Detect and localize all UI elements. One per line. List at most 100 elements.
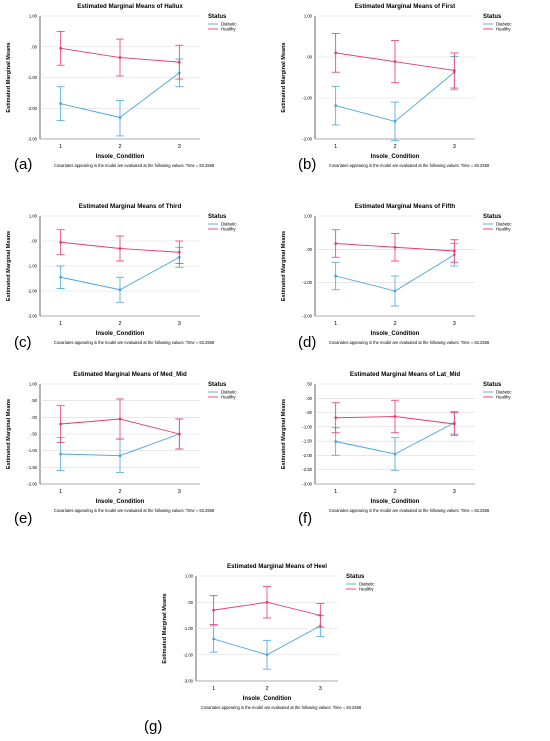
data-point — [393, 289, 397, 293]
data-point — [452, 69, 456, 72]
chart-svg: Estimated Marginal Means of First 1.00 .00… — [281, 3, 512, 168]
x-axis-label: Insole_Condition — [243, 696, 292, 702]
legend-title: Status — [208, 214, 227, 220]
legend-item: Diabetic — [496, 222, 512, 227]
y-tick-label: -2.50 — [302, 467, 312, 472]
data-point — [334, 242, 338, 245]
data-point — [318, 613, 322, 617]
y-tick-label: .00 — [306, 247, 312, 252]
chart-title: Estimated Marginal Means of Heel — [227, 563, 327, 570]
x-tick-label: 3 — [178, 489, 181, 495]
y-tick-label: .00 — [31, 239, 37, 244]
x-tick-label: 3 — [178, 321, 181, 327]
y-tick-label: -1.00 — [27, 264, 37, 269]
covariate-note: Covariates appearing in the model are ev… — [54, 163, 215, 168]
x-tick-label: 3 — [453, 489, 456, 495]
y-tick-label: .00 — [306, 55, 312, 60]
data-point — [212, 608, 216, 612]
panel-label: (e) — [14, 510, 33, 527]
data-point — [393, 60, 397, 64]
legend-item: Diabetic — [221, 22, 237, 27]
y-tick-label: -3.00 — [27, 314, 37, 319]
y-tick-label: -2.00 — [302, 453, 312, 458]
y-tick-label: 1.00 — [29, 214, 38, 219]
chart-title: Estimated Marginal Means of Hallux — [77, 3, 183, 10]
data-point — [59, 46, 63, 50]
data-point — [334, 274, 338, 278]
data-point — [393, 452, 397, 456]
legend-item: Diabetic — [496, 390, 512, 395]
y-tick-label: -1.00 — [302, 96, 312, 101]
data-point — [334, 104, 338, 108]
chart-svg: Estimated Marginal Means of Third 1.00 .00… — [6, 203, 237, 345]
chart-title: Estimated Marginal Means of First — [355, 3, 455, 10]
x-tick-label: 1 — [334, 489, 337, 495]
legend-item: Healthy — [221, 27, 236, 32]
covariate-note: Covariates appearing in the model are ev… — [329, 163, 490, 168]
legend-item: Diabetic — [496, 22, 512, 27]
legend-title: Status — [483, 382, 502, 388]
legend-title: Status — [208, 14, 227, 20]
y-tick-label: -2.00 — [27, 106, 37, 111]
y-tick-label: .00 — [306, 396, 312, 401]
y-tick-label: -1.00 — [183, 626, 193, 631]
chart-svg: Estimated Marginal Means of Lat_Mid .50 .0… — [281, 371, 512, 513]
legend-item: Healthy — [359, 587, 374, 592]
y-tick-label: 1.00 — [29, 14, 38, 19]
panel-label: (f) — [298, 510, 313, 527]
legend-title: Status — [483, 214, 502, 220]
legend-item: Diabetic — [221, 390, 237, 395]
data-point — [452, 249, 456, 253]
y-tick-label: .00 — [187, 600, 193, 605]
x-tick-label: 1 — [59, 144, 62, 150]
chart-title: Estimated Marginal Means of Fifth — [355, 203, 456, 210]
y-tick-label: -1.50 — [302, 439, 312, 444]
y-axis-label: Estimated Marginal Means — [6, 399, 12, 469]
y-tick-label: -2.00 — [183, 652, 193, 657]
panel-label: (g) — [144, 718, 163, 735]
data-point — [334, 51, 338, 55]
x-tick-label: 3 — [319, 686, 322, 692]
y-tick-label: -1.50 — [27, 465, 37, 470]
x-axis-label: Insole_Condition — [96, 154, 145, 160]
y-tick-label: 1.00 — [304, 14, 313, 19]
y-tick-label: -.50 — [305, 410, 313, 415]
y-tick-label: -3.00 — [27, 137, 37, 142]
data-point — [118, 247, 122, 250]
data-point — [118, 454, 122, 458]
x-axis-label: Insole_Condition — [96, 499, 145, 505]
chart-panel: Estimated Marginal Means of First 1.00 .00… — [275, 0, 550, 183]
panel-label: (c) — [14, 334, 32, 351]
x-tick-label: 3 — [453, 321, 456, 327]
y-tick-label: 1.00 — [185, 574, 194, 579]
x-tick-label: 2 — [118, 321, 121, 327]
panel-label: (d) — [298, 334, 317, 351]
y-tick-label: 1.00 — [29, 382, 38, 387]
chart-svg: Estimated Marginal Means of Med_Mid1.00.… — [6, 371, 237, 513]
y-tick-label: .50 — [306, 382, 312, 387]
legend-title: Status — [483, 14, 502, 20]
x-tick-label: 3 — [178, 144, 181, 150]
chart-title: Estimated Marginal Means of Lat_Mid — [350, 371, 461, 378]
data-point — [118, 56, 122, 59]
legend-item: Healthy — [221, 227, 236, 232]
chart-title: Estimated Marginal Means of Third — [79, 203, 182, 210]
chart-panel: Estimated Marginal Means of Third 1.00 .00… — [0, 200, 275, 360]
x-tick-label: 1 — [334, 321, 337, 327]
chart-svg: Estimated Marginal Means of Hallux 1.00 .0… — [6, 3, 237, 168]
x-tick-label: 1 — [59, 489, 62, 495]
chart-panel: Estimated Marginal Means of Heel 1.00 .00 -… — [160, 560, 410, 725]
covariate-note: Covariates appearing in the model are ev… — [54, 508, 215, 513]
data-point — [118, 288, 122, 292]
x-tick-label: 3 — [453, 144, 456, 150]
legend-title: Status — [346, 574, 365, 580]
data-point — [265, 600, 269, 604]
y-tick-label: .00 — [31, 44, 37, 49]
x-tick-label: 2 — [393, 489, 396, 495]
x-tick-label: 2 — [118, 144, 121, 150]
data-point — [177, 432, 181, 436]
data-point — [393, 120, 397, 123]
y-tick-label: -2.00 — [27, 289, 37, 294]
data-point — [59, 275, 63, 279]
covariate-note: Covariates appearing in the model are ev… — [329, 340, 490, 345]
